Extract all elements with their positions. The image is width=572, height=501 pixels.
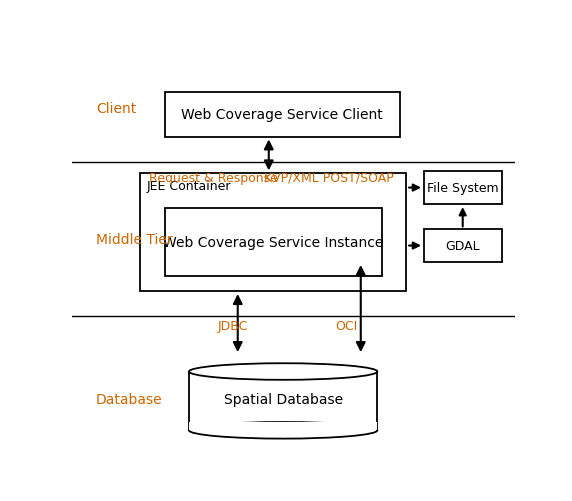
Bar (189, 422, 378, 430)
Text: Client: Client (96, 101, 136, 115)
Text: JDBC: JDBC (218, 320, 248, 333)
Text: Web Coverage Service Client: Web Coverage Service Client (181, 108, 383, 122)
Bar (189, 372, 378, 430)
Text: KVP/XML POST/SOAP: KVP/XML POST/SOAP (264, 171, 394, 184)
Text: Database: Database (96, 393, 162, 407)
Bar (424, 172, 502, 205)
Bar (165, 208, 382, 276)
Text: Request & Response: Request & Response (149, 171, 278, 184)
Text: GDAL: GDAL (446, 240, 480, 253)
Ellipse shape (189, 422, 378, 439)
Bar (165, 93, 399, 137)
Text: Spatial Database: Spatial Database (224, 392, 343, 406)
Text: JEE Container: JEE Container (147, 180, 231, 193)
Bar (424, 230, 502, 263)
Text: File System: File System (427, 182, 499, 195)
Text: Web Coverage Service Instance: Web Coverage Service Instance (163, 235, 383, 249)
Bar (140, 174, 406, 292)
Text: Middle Tier: Middle Tier (96, 232, 173, 246)
Ellipse shape (189, 364, 378, 380)
Text: OCI: OCI (335, 320, 358, 333)
